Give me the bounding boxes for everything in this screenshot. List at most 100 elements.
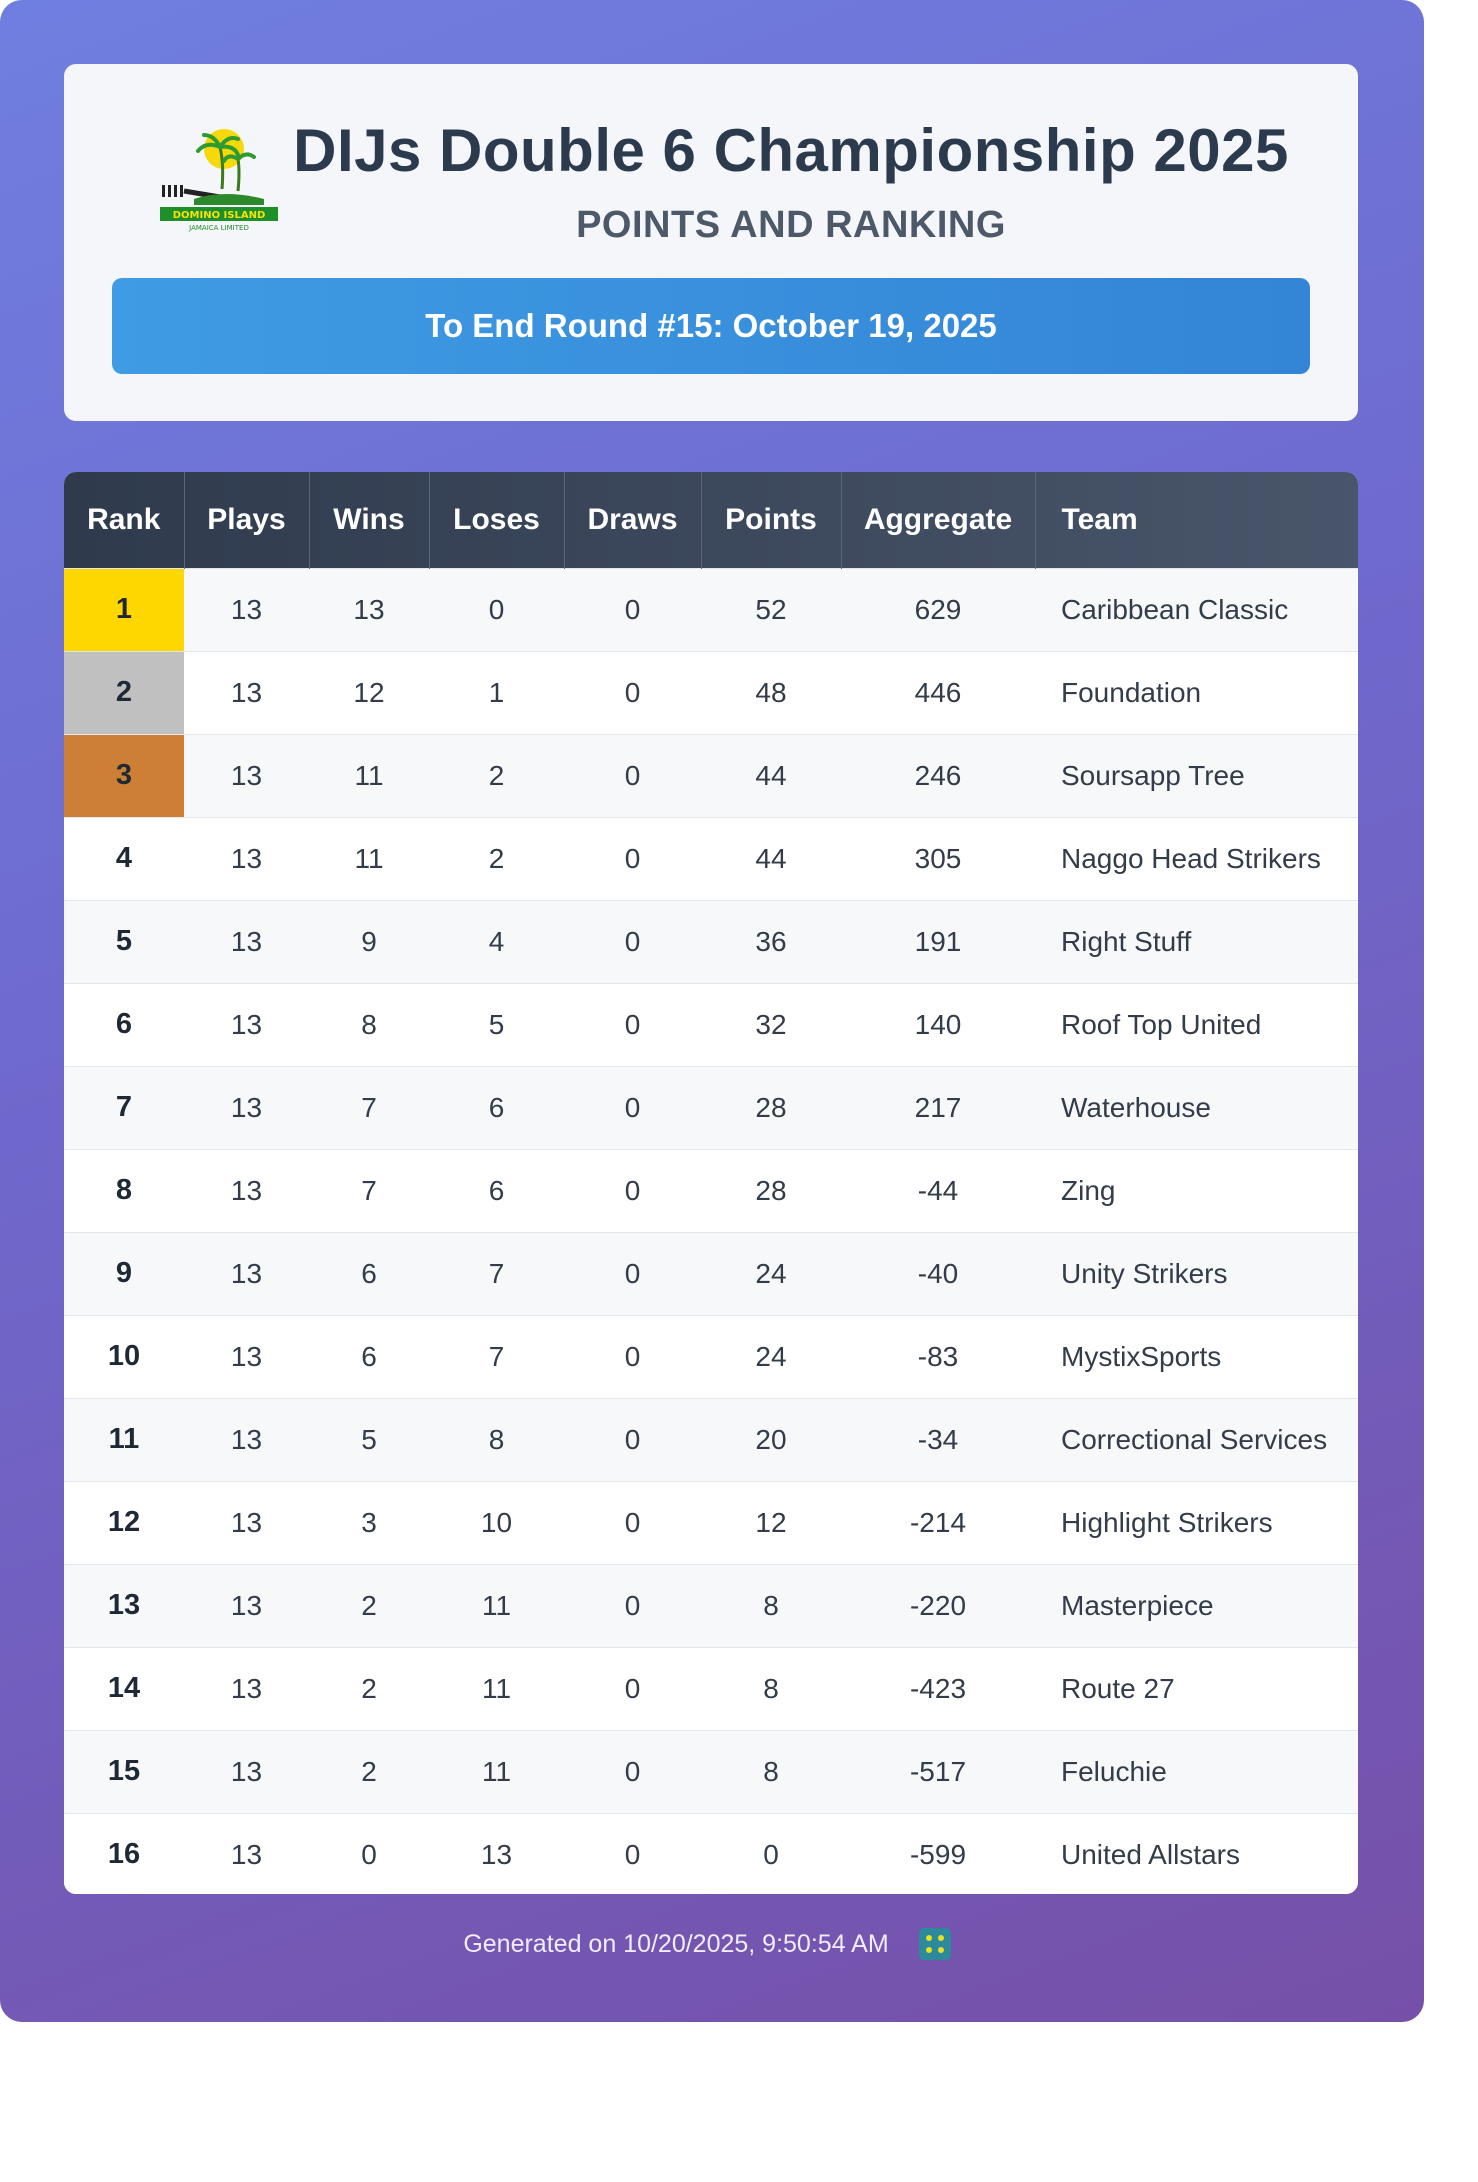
cell-loses: 11 (481, 1672, 512, 1704)
cell-draws: 0 (624, 1589, 641, 1621)
table-row: 11 13 5 8 0 20 -34 Correctional Services (64, 1398, 1358, 1481)
table-row: 2 13 12 1 0 48 446 Foundation (64, 651, 1358, 734)
cell-aggregate: -220 (909, 1589, 967, 1621)
column-header-plays: Plays (184, 472, 310, 568)
column-header-team: Team (1061, 502, 1138, 536)
cell-points: 8 (763, 1755, 779, 1787)
cell-team: Feluchie (1061, 1755, 1167, 1787)
cell-points: 44 (755, 759, 787, 791)
cell-points: 28 (755, 1091, 787, 1123)
cell-aggregate: -83 (917, 1340, 959, 1372)
cell-loses: 1 (488, 676, 505, 708)
cell-plays: 13 (230, 1672, 263, 1704)
table-row: 13 13 2 11 0 8 -220 Masterpiece (64, 1564, 1358, 1647)
cell-team: Highlight Strikers (1061, 1506, 1273, 1538)
cell-draws: 0 (624, 1091, 641, 1123)
cell-rank: 3 (64, 734, 184, 817)
cell-points: 24 (755, 1340, 787, 1372)
cell-loses: 11 (481, 1589, 512, 1621)
cell-team: Right Stuff (1061, 925, 1192, 957)
cell-team: Roof Top United (1061, 1008, 1262, 1040)
standings-table-card: Rank Plays Wins Loses Draws Points Aggre… (64, 472, 1358, 1894)
cell-aggregate: -214 (909, 1506, 967, 1538)
cell-rank: 14 (107, 1672, 141, 1704)
cell-draws: 0 (624, 1008, 641, 1040)
cell-team: United Allstars (1061, 1838, 1240, 1870)
cell-rank: 2 (64, 651, 184, 734)
cell-rank: 13 (107, 1589, 141, 1621)
cell-rank: 15 (107, 1755, 141, 1787)
cell-rank: 1 (64, 568, 184, 651)
cell-rank: 6 (115, 1008, 133, 1040)
cell-draws: 0 (624, 1423, 641, 1455)
cell-wins: 2 (361, 1755, 377, 1787)
cell-aggregate: 629 (914, 593, 962, 625)
cell-plays: 13 (230, 1091, 263, 1123)
cell-plays: 13 (230, 1423, 263, 1455)
column-header-rank: Rank (64, 472, 185, 568)
cell-wins: 12 (353, 676, 385, 708)
logo-text: DOMINO ISLAND (173, 210, 266, 221)
cell-team: Route 27 (1061, 1672, 1175, 1704)
cell-plays: 13 (230, 1506, 263, 1538)
cell-points: 44 (755, 842, 787, 874)
cell-plays: 13 (230, 593, 263, 625)
cell-wins: 11 (354, 842, 384, 874)
table-row: 16 13 0 13 0 0 -599 United Allstars (64, 1813, 1358, 1894)
cell-points: 12 (755, 1506, 787, 1538)
cell-team: MystixSports (1061, 1340, 1222, 1372)
cell-draws: 0 (624, 1672, 641, 1704)
cell-rank: 10 (107, 1340, 141, 1372)
cell-aggregate: -44 (917, 1174, 959, 1206)
cell-loses: 7 (488, 1257, 505, 1289)
page-frame: DOMINO ISLAND JAMAICA LIMITED DIJs Doubl… (0, 0, 1424, 2022)
domino-island-logo: DOMINO ISLAND JAMAICA LIMITED (160, 129, 278, 232)
cell-wins: 6 (361, 1257, 377, 1289)
cell-points: 8 (763, 1589, 779, 1621)
standings-table: Rank Plays Wins Loses Draws Points Aggre… (64, 472, 1358, 1894)
cell-draws: 0 (624, 925, 641, 957)
generated-timestamp: Generated on 10/20/2025, 9:50:54 AM (463, 1929, 889, 1958)
cell-team: Caribbean Classic (1061, 593, 1289, 625)
cell-rank: 5 (115, 925, 133, 957)
table-row: 8 13 7 6 0 28 -44 Zing (64, 1149, 1358, 1232)
table-header-row: Rank Plays Wins Loses Draws Points Aggre… (64, 472, 1358, 568)
cell-team: Zing (1061, 1174, 1116, 1206)
cell-plays: 13 (230, 1174, 263, 1206)
table-row: 10 13 6 7 0 24 -83 MystixSports (64, 1315, 1358, 1398)
cell-loses: 8 (488, 1423, 505, 1455)
cell-team: Waterhouse (1061, 1091, 1211, 1123)
cell-wins: 11 (354, 759, 384, 791)
cell-wins: 7 (361, 1174, 377, 1206)
cell-wins: 6 (361, 1340, 377, 1372)
cell-wins: 3 (361, 1506, 377, 1538)
cell-points: 32 (755, 1008, 787, 1040)
cell-wins: 0 (361, 1838, 377, 1870)
cell-loses: 6 (488, 1091, 505, 1123)
cell-points: 8 (763, 1672, 779, 1704)
cell-team: Soursapp Tree (1061, 759, 1245, 791)
cell-rank: 7 (115, 1091, 133, 1123)
cell-plays: 13 (230, 676, 263, 708)
cell-aggregate: 140 (914, 1008, 962, 1040)
cell-wins: 13 (353, 593, 385, 625)
cell-plays: 13 (230, 1589, 263, 1621)
cell-plays: 13 (230, 1008, 263, 1040)
cell-aggregate: -40 (917, 1257, 959, 1289)
cell-rank: 4 (115, 842, 133, 874)
cell-wins: 5 (361, 1423, 377, 1455)
cell-plays: 13 (230, 1340, 263, 1372)
cell-loses: 0 (488, 593, 505, 625)
cell-aggregate: -34 (917, 1423, 959, 1455)
cell-team: Naggo Head Strikers (1061, 842, 1321, 874)
table-row: 12 13 3 10 0 12 -214 Highlight Strikers (64, 1481, 1358, 1564)
cell-team: Correctional Services (1061, 1423, 1328, 1455)
cell-aggregate: 217 (914, 1091, 962, 1123)
page-subtitle: POINTS AND RANKING (576, 204, 1006, 246)
cell-draws: 0 (624, 1755, 641, 1787)
cell-points: 28 (755, 1174, 787, 1206)
cell-aggregate: 446 (914, 676, 962, 708)
cell-rank: 9 (115, 1257, 133, 1289)
domino-double-six-icon (918, 1928, 951, 1960)
cell-team: Foundation (1061, 676, 1202, 708)
